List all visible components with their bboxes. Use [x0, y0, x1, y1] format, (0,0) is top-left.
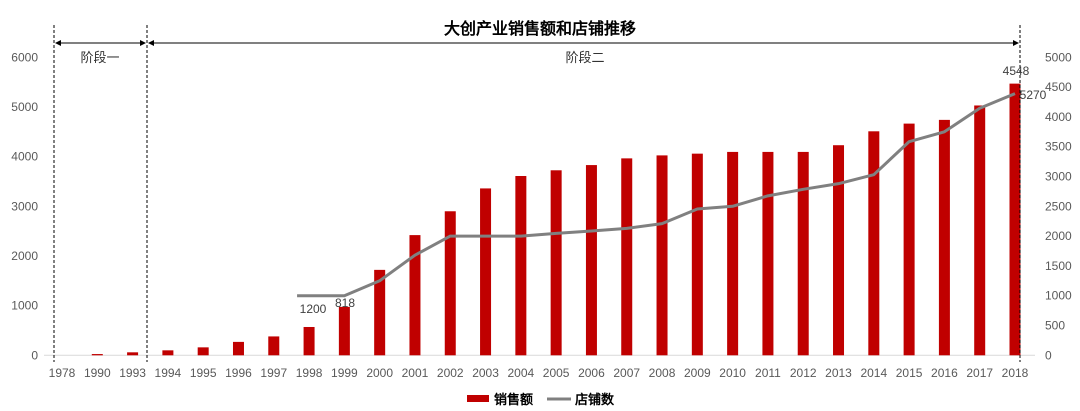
x-tick-label: 2012 — [790, 366, 817, 380]
bar-2002 — [444, 211, 456, 356]
x-tick-label: 2006 — [578, 366, 605, 380]
bar-2004 — [515, 176, 527, 356]
legend-sales: 销售额 — [494, 392, 533, 408]
bar-1999 — [338, 306, 350, 356]
data-label: 5270 — [1020, 88, 1047, 102]
x-tick-label: 2018 — [1002, 366, 1029, 380]
stage-label: 阶段二 — [565, 51, 604, 66]
x-tick-label: 2002 — [437, 366, 464, 380]
x-tick-label: 2003 — [472, 366, 499, 380]
arrow-right-icon — [140, 40, 146, 46]
x-tick-label: 2001 — [402, 366, 429, 380]
bar-1993 — [127, 352, 139, 356]
legend-stores: 店铺数 — [575, 392, 615, 408]
x-tick-label: 2008 — [649, 366, 676, 380]
x-tick-label: 1998 — [296, 366, 323, 380]
right-tick-label: 0 — [1045, 348, 1052, 362]
right-tick-label: 3000 — [1045, 170, 1072, 184]
x-tick-label: 2004 — [508, 366, 535, 380]
left-tick-label: 4000 — [11, 150, 38, 164]
left-tick-label: 1000 — [11, 299, 38, 313]
bar-1990 — [91, 354, 103, 356]
x-tick-label: 1995 — [190, 366, 217, 380]
bar-2018 — [1009, 83, 1021, 356]
x-tick-label: 1993 — [119, 366, 146, 380]
left-tick-label: 6000 — [11, 50, 38, 64]
data-label: 1200 — [300, 302, 327, 316]
x-tick-label: 1999 — [331, 366, 358, 380]
bar-2013 — [833, 145, 845, 356]
x-tick-label: 1978 — [49, 366, 76, 380]
x-tick-label: 1996 — [225, 366, 252, 380]
x-tick-label: 2017 — [966, 366, 993, 380]
x-tick-label: 2009 — [684, 366, 711, 380]
bar-1998 — [303, 326, 315, 356]
bar-2006 — [585, 165, 597, 356]
arrow-right-icon — [1013, 40, 1019, 46]
bar-1997 — [268, 336, 280, 356]
x-tick-label: 1997 — [260, 366, 287, 380]
bar-2008 — [656, 155, 668, 356]
bar-2007 — [621, 158, 633, 356]
x-tick-label: 2005 — [543, 366, 570, 380]
bar-1996 — [232, 341, 244, 356]
bar-1994 — [162, 350, 174, 356]
right-tick-label: 5000 — [1045, 50, 1072, 64]
right-tick-label: 3500 — [1045, 140, 1072, 154]
bar-2017 — [974, 105, 986, 356]
arrow-left-icon — [55, 40, 61, 46]
right-tick-label: 2000 — [1045, 229, 1072, 243]
data-label: 818 — [335, 296, 355, 310]
x-tick-label: 2016 — [931, 366, 958, 380]
left-tick-label: 0 — [31, 348, 38, 362]
bar-2003 — [480, 188, 492, 356]
bar-2000 — [374, 269, 386, 356]
legend-bar-swatch — [467, 395, 489, 402]
x-tick-label: 1990 — [84, 366, 111, 380]
x-tick-label: 1994 — [155, 366, 182, 380]
left-tick-label: 5000 — [11, 100, 38, 114]
arrow-left-icon — [148, 40, 154, 46]
bar-2014 — [868, 131, 880, 356]
bar-1995 — [197, 347, 209, 356]
chart-title: 大创产业销售额和店铺推移 — [444, 19, 636, 38]
bar-2012 — [797, 151, 809, 356]
x-tick-label: 2015 — [896, 366, 923, 380]
x-tick-label: 2010 — [719, 366, 746, 380]
left-tick-label: 2000 — [11, 249, 38, 263]
x-tick-label: 2014 — [860, 366, 887, 380]
x-tick-label: 2000 — [366, 366, 393, 380]
bar-2001 — [409, 235, 421, 356]
right-tick-label: 4500 — [1045, 80, 1072, 94]
right-tick-label: 2500 — [1045, 199, 1072, 213]
stage-label: 阶段一 — [80, 51, 119, 66]
bar-2005 — [550, 170, 562, 356]
bar-2015 — [903, 123, 915, 356]
bar-2011 — [762, 151, 774, 356]
x-tick-label: 2011 — [755, 366, 781, 380]
bar-2016 — [938, 119, 950, 356]
right-tick-label: 1000 — [1045, 289, 1072, 303]
left-tick-label: 3000 — [11, 199, 38, 213]
data-label: 4548 — [1003, 64, 1030, 78]
right-tick-label: 1500 — [1045, 259, 1072, 273]
right-tick-label: 500 — [1045, 319, 1065, 333]
bar-2009 — [691, 153, 703, 356]
store-count-line — [297, 92, 1016, 298]
right-tick-label: 4000 — [1045, 110, 1072, 124]
x-tick-label: 2013 — [825, 366, 852, 380]
x-tick-label: 2007 — [613, 366, 640, 380]
bar-2010 — [727, 151, 739, 356]
